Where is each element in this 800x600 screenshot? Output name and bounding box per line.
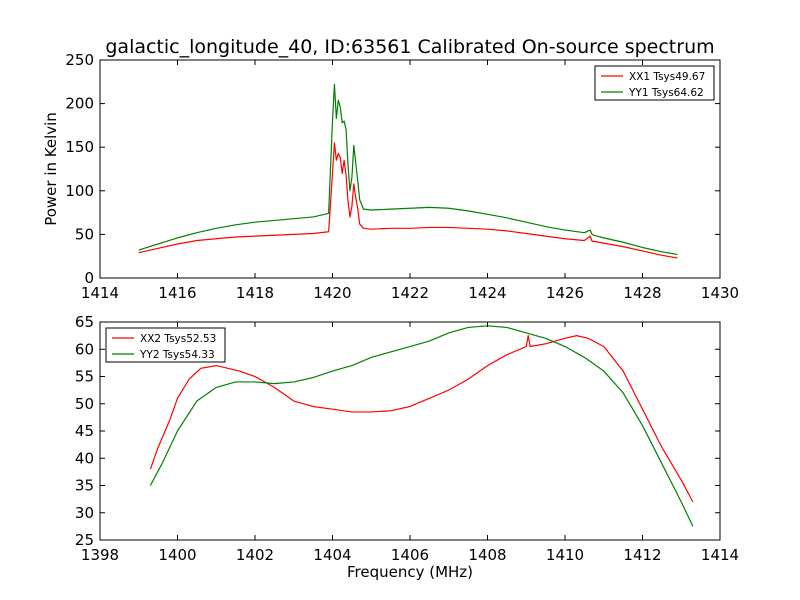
series-line-1 <box>149 335 694 503</box>
x-tick-label: 1406 <box>391 546 429 564</box>
y-tick-label: 0 <box>84 269 94 287</box>
y-tick-label: 50 <box>75 395 94 413</box>
y-tick-label: 25 <box>75 531 94 549</box>
x-tick-label: 1422 <box>391 284 429 302</box>
x-tick-label: 1428 <box>623 284 661 302</box>
x-tick-label: 1412 <box>623 546 661 564</box>
x-tick-label: 1416 <box>158 284 196 302</box>
x-tick-label: 1418 <box>236 284 274 302</box>
y-tick-label: 250 <box>65 51 94 69</box>
legend: XX1 Tsys49.67 YY1 Tsys64.62 <box>594 65 715 101</box>
x-tick-label: 1414 <box>81 284 119 302</box>
bottom-plot: 1398 1400 1402 1404 1406 1408 1410 1412 1414 25 30… <box>75 313 739 581</box>
x-tick-label: 1426 <box>546 284 584 302</box>
x-tick-label: 1402 <box>236 546 274 564</box>
x-tick-label: 1410 <box>546 546 584 564</box>
x-axis-label: Frequency (MHz) <box>347 563 473 581</box>
legend-box <box>594 65 715 101</box>
y-tick-label: 55 <box>75 368 94 386</box>
y-tick-label: 65 <box>75 313 94 331</box>
legend-label: YY2 Tsys54.33 <box>139 349 215 361</box>
y-tick-label: 100 <box>65 182 94 200</box>
chart-title: galactic_longitude_40, ID:63561 Calibrat… <box>105 36 714 58</box>
y-tick-label: 60 <box>75 340 94 358</box>
top-plot: 1414 1416 1418 1420 1422 1424 1426 1428 1430 0 50 1… <box>42 51 739 302</box>
legend-label: YY1 Tsys64.62 <box>628 87 704 99</box>
series-line-2 <box>149 325 694 527</box>
x-tick-label: 1430 <box>701 284 739 302</box>
x-tick-label: 1404 <box>313 546 351 564</box>
legend-box <box>105 327 226 363</box>
legend-label: XX2 Tsys52.53 <box>140 333 216 345</box>
y-tick-label: 200 <box>65 95 94 113</box>
series-line-2 <box>138 83 678 256</box>
x-tick-label: 1398 <box>81 546 119 564</box>
x-tick-label: 1420 <box>313 284 351 302</box>
legend: XX2 Tsys52.53 YY2 Tsys54.33 <box>105 327 226 363</box>
legend-label: XX1 Tsys49.67 <box>629 71 705 83</box>
series-line-1 <box>138 142 678 259</box>
x-tick-label: 1408 <box>468 546 506 564</box>
y-tick-label: 150 <box>65 138 94 156</box>
x-tick-label: 1424 <box>468 284 506 302</box>
y-tick-label: 35 <box>75 477 94 495</box>
y-tick-label: 30 <box>75 504 94 522</box>
x-tick-label: 1414 <box>701 546 739 564</box>
y-tick-label: 45 <box>75 422 94 440</box>
y-tick-label: 40 <box>75 449 94 467</box>
y-axis-label: Power in Kelvin <box>42 112 60 226</box>
x-tick-label: 1400 <box>158 546 196 564</box>
y-tick-label: 50 <box>75 225 94 243</box>
